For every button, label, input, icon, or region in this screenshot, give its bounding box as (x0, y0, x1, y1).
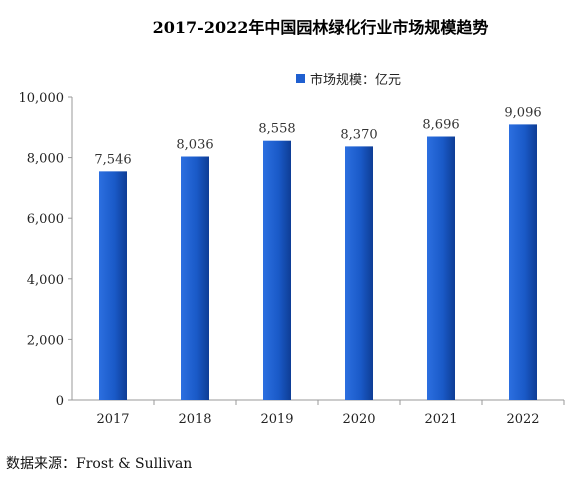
data-label: 8,558 (258, 122, 295, 137)
chart-title: 2017-2022年中国园林绿化行业市场规模趋势 (152, 18, 489, 37)
bar (263, 140, 291, 400)
x-tick-label: 2018 (178, 412, 211, 427)
y-axis: 0 2,000 4,000 6,000 8,000 10,000 (19, 91, 73, 409)
data-label: 7,546 (94, 152, 131, 167)
x-tick-label: 2021 (424, 412, 457, 427)
legend-swatch (296, 74, 305, 83)
x-tick-label: 2017 (96, 412, 129, 427)
y-tick-label: 4,000 (27, 273, 64, 288)
source-note: 数据来源：Frost & Sullivan (6, 456, 193, 472)
legend: 市场规模：亿元 (296, 72, 401, 88)
data-label: 8,036 (176, 138, 213, 153)
x-tick-label: 2019 (260, 412, 293, 427)
legend-label: 市场规模：亿元 (310, 72, 401, 88)
bar (181, 156, 209, 400)
data-label: 9,096 (504, 105, 541, 120)
y-tick-label: 8,000 (27, 152, 64, 167)
data-label: 8,370 (340, 127, 377, 142)
bar (99, 171, 127, 400)
y-tick-label: 0 (56, 394, 64, 409)
bar-chart: 市场规模：亿元 0 2,000 4,000 6,000 8,000 10,000 2017… (19, 72, 565, 427)
x-tick-label: 2022 (506, 412, 539, 427)
x-tick-label: 2020 (342, 412, 375, 427)
bar (509, 124, 537, 400)
bar-series: 7,546 8,036 8,558 8,370 8,696 9,096 (94, 105, 542, 400)
data-label: 8,696 (422, 118, 459, 133)
x-axis: 2017 2018 2019 2020 2021 2022 (72, 399, 565, 427)
bar (345, 146, 373, 400)
bar (427, 136, 455, 400)
y-tick-label: 10,000 (19, 91, 65, 106)
y-tick-label: 2,000 (27, 333, 64, 348)
y-tick-label: 6,000 (27, 212, 64, 227)
